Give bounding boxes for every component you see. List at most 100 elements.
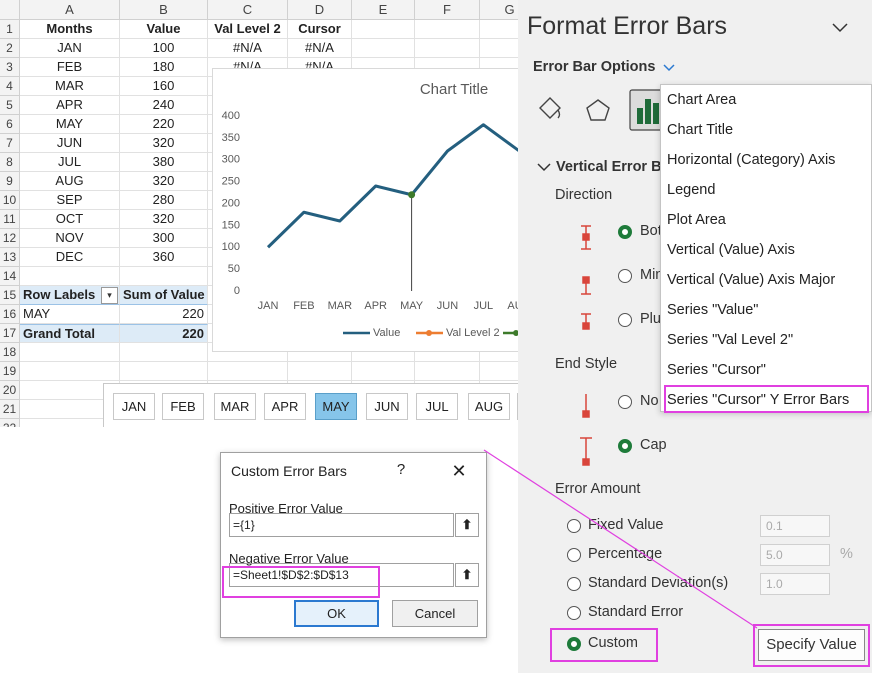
cell: JUN	[20, 134, 120, 153]
pane-title: Format Error Bars	[527, 12, 728, 40]
dropdown-item[interactable]: Vertical (Value) Axis Major	[667, 272, 836, 288]
column-header: G	[480, 0, 518, 20]
cell	[20, 267, 120, 286]
column-header: A	[20, 0, 120, 20]
slicer-button[interactable]: FEB	[162, 393, 204, 420]
cancel-button[interactable]: Cancel	[392, 600, 478, 627]
cell: NOV	[20, 229, 120, 248]
element-dropdown: Chart Area Chart Title Horizontal (Categor…	[660, 84, 872, 413]
cell: 300	[120, 229, 208, 248]
cell: 280	[120, 191, 208, 210]
row-header: 15	[0, 286, 20, 305]
text-input[interactable]: =Sheet1!$D$2:$D$13	[229, 563, 454, 587]
chart-title: Chart Title	[420, 81, 488, 98]
cell	[120, 362, 208, 381]
radio[interactable]	[618, 439, 632, 453]
slicer-button[interactable]: JUL	[416, 393, 458, 420]
slicer-button[interactable]	[517, 393, 518, 420]
radio[interactable]	[567, 606, 581, 620]
close-button[interactable]: ✕	[451, 461, 467, 481]
collapse-button[interactable]: ⬆	[455, 563, 479, 587]
cell: #N/A	[208, 39, 288, 58]
row-header: 3	[0, 58, 20, 77]
group-header[interactable]: Vertical Error Bars	[556, 159, 684, 175]
help-button[interactable]: ?	[396, 461, 406, 478]
cell	[120, 343, 208, 362]
option-label[interactable]: Fixed Value	[588, 517, 664, 533]
radio[interactable]	[618, 269, 632, 283]
cell	[415, 343, 480, 362]
dropdown-item[interactable]: Chart Area	[667, 92, 737, 108]
text-input[interactable]: ={1}	[229, 513, 454, 537]
value-input[interactable]: 1.0	[760, 573, 830, 595]
radio[interactable]	[618, 395, 632, 409]
cell: AUG	[20, 172, 120, 191]
dropdown-item[interactable]: Series "Val Level 2"	[667, 332, 794, 348]
cell: 240	[120, 96, 208, 115]
dropdown-item[interactable]: Vertical (Value) Axis	[667, 242, 795, 258]
cell: SEP	[20, 191, 120, 210]
radio[interactable]	[567, 548, 581, 562]
option-label[interactable]: Percentage	[588, 546, 663, 562]
dropdown-item[interactable]: Plot Area	[667, 212, 726, 228]
option-label[interactable]: Standard Error	[588, 604, 684, 620]
radio[interactable]	[567, 577, 581, 591]
column-header: B	[120, 0, 208, 20]
slicer-button[interactable]: JUN	[366, 393, 408, 420]
y-tick-label: 50	[228, 263, 240, 275]
option-label[interactable]: Custom	[588, 635, 638, 651]
dropdown-item[interactable]: Series "Cursor"	[667, 362, 766, 378]
specify-value-button[interactable]: Specify Value	[758, 629, 865, 661]
y-tick-label: 300	[222, 154, 240, 166]
highlight-box	[753, 624, 870, 667]
radio[interactable]	[618, 313, 632, 327]
slicer-button[interactable]: AUG	[468, 393, 510, 420]
dropdown-item[interactable]: Horizontal (Category) Axis	[667, 152, 836, 168]
dropdown-item[interactable]: Series "Cursor" Y Error Bars	[667, 392, 850, 408]
y-tick-label: 0	[234, 285, 240, 297]
slicer-button[interactable]: MAR	[214, 393, 256, 420]
dropdown-item[interactable]: Legend	[667, 182, 716, 198]
row-header: 10	[0, 191, 20, 210]
radio[interactable]	[567, 637, 581, 651]
column-header: D	[288, 0, 352, 20]
cell	[480, 20, 518, 39]
cell	[288, 362, 352, 381]
slicer-button[interactable]: JAN	[113, 393, 155, 420]
y-tick-label: 250	[222, 176, 240, 188]
row-header: 12	[0, 229, 20, 248]
row-header: 13	[0, 248, 20, 267]
row-header: 22	[0, 419, 20, 427]
dropdown-item[interactable]: Chart Title	[667, 122, 734, 138]
option-label[interactable]: Cap	[640, 437, 667, 453]
cell	[208, 362, 288, 381]
row-header: 6	[0, 115, 20, 134]
section-tab[interactable]: Error Bar Options	[533, 59, 656, 75]
data-point	[408, 191, 416, 199]
slicer-button[interactable]: APR	[264, 393, 306, 420]
column-header: C	[208, 0, 288, 20]
cell: Row Labels	[20, 286, 120, 305]
x-tick-label: AUG	[507, 300, 518, 312]
legend-label: Val Level 2	[446, 327, 500, 339]
row-header: 7	[0, 134, 20, 153]
dropdown-item[interactable]: Series "Value"	[667, 302, 759, 318]
cell	[415, 362, 480, 381]
cell	[208, 343, 288, 362]
ok-button[interactable]: OK	[294, 600, 379, 627]
cell: 380	[120, 153, 208, 172]
option-label[interactable]: Standard Deviation(s)	[588, 575, 729, 591]
filter-button[interactable]: ▾	[101, 287, 118, 304]
value-input[interactable]: 0.1	[760, 515, 830, 537]
radio[interactable]	[618, 225, 632, 239]
cell: DEC	[20, 248, 120, 267]
y-tick-label: 200	[222, 197, 240, 209]
cell	[415, 20, 480, 39]
collapse-button[interactable]: ⬆	[455, 513, 479, 537]
value-input[interactable]: 5.0	[760, 544, 830, 566]
x-tick-label: JUL	[474, 300, 494, 312]
cell	[352, 20, 415, 39]
radio[interactable]	[567, 519, 581, 533]
slicer-button[interactable]: MAY	[315, 393, 357, 420]
